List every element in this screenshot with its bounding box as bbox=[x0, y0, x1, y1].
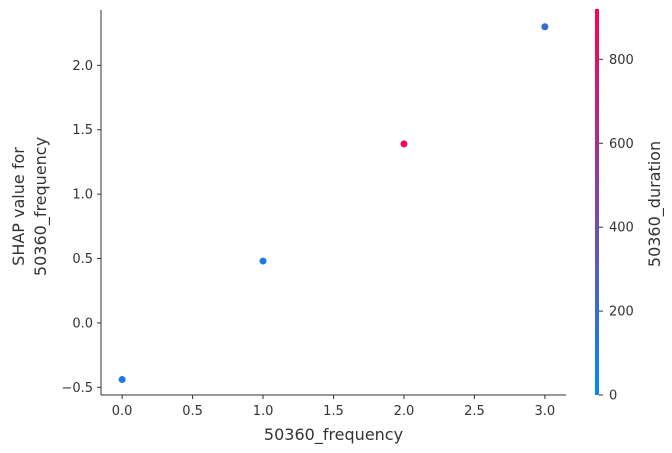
data-point bbox=[541, 23, 549, 31]
y-tick-label: −0.5 bbox=[61, 381, 93, 396]
x-tick-label: 1.5 bbox=[323, 404, 344, 419]
data-point bbox=[259, 257, 267, 265]
data-point bbox=[118, 376, 126, 384]
colorbar-tick-label: 800 bbox=[609, 53, 634, 68]
plot-axes: 0.0 0.5 1.0 1.5 2.0 2.5 3.0 −0.5 0.0 0.5 1.0 1.5 2.0… bbox=[9, 10, 566, 445]
x-tick-label: 2.5 bbox=[464, 404, 485, 419]
x-tick-label: 2.0 bbox=[394, 404, 415, 419]
y-tick-label: 0.5 bbox=[72, 252, 93, 267]
data-point bbox=[400, 140, 408, 148]
y-tick-label: 1.5 bbox=[72, 123, 93, 138]
colorbar-tick-label: 200 bbox=[609, 305, 634, 320]
data-points bbox=[118, 23, 549, 384]
colorbar-tick-label: 0 bbox=[609, 389, 617, 404]
y-tick-label: 1.0 bbox=[72, 188, 93, 203]
x-tick-label: 3.0 bbox=[535, 404, 556, 419]
x-tick-label: 1.0 bbox=[253, 404, 274, 419]
colorbar-gradient bbox=[595, 9, 599, 395]
y-axis-title-line: 50360_frequency bbox=[31, 137, 51, 276]
x-tick-label: 0.0 bbox=[112, 404, 133, 419]
colorbar-tick-label: 600 bbox=[609, 137, 634, 152]
y-axis-title: SHAP value for 50360_frequency bbox=[9, 137, 51, 276]
y-axis-title-line: SHAP value for bbox=[9, 147, 28, 266]
colorbar: 0 200 400 600 800 50360_duration bbox=[595, 9, 665, 404]
y-tick-label: 0.0 bbox=[72, 316, 93, 331]
x-axis-title: 50360_frequency bbox=[264, 425, 403, 445]
colorbar-title: 50360_duration bbox=[645, 141, 665, 267]
colorbar-tick-label: 400 bbox=[609, 221, 634, 236]
x-tick-label: 0.5 bbox=[182, 404, 203, 419]
y-tick-label: 2.0 bbox=[72, 59, 93, 74]
